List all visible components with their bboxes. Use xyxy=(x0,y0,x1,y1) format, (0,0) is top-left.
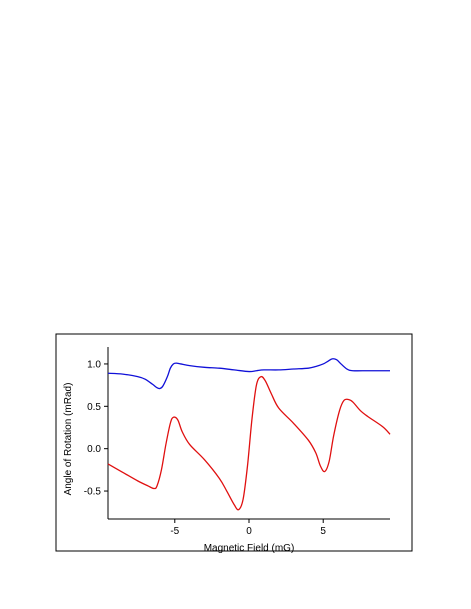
y-tick-label: 0.5 xyxy=(87,402,101,413)
plot-area: 1.0 0.5 0.0 -0.5 -5 0 5 xyxy=(84,347,391,537)
x-axis-label: Magnetic Field (mG) xyxy=(204,543,295,554)
series-line-2 xyxy=(107,375,391,511)
x-tick-label: 5 xyxy=(320,526,326,537)
figure-frame xyxy=(55,333,413,552)
y-tick-label: 0.0 xyxy=(87,444,101,455)
y-tick-label: -0.5 xyxy=(84,487,102,498)
x-tick-label: -5 xyxy=(170,526,179,537)
series-line-1 xyxy=(107,358,390,390)
y-axis-label: Angle of Rotation (mRad) xyxy=(63,383,74,496)
x-tick-label: 0 xyxy=(246,526,252,537)
y-tick-label: 1.0 xyxy=(87,359,101,370)
